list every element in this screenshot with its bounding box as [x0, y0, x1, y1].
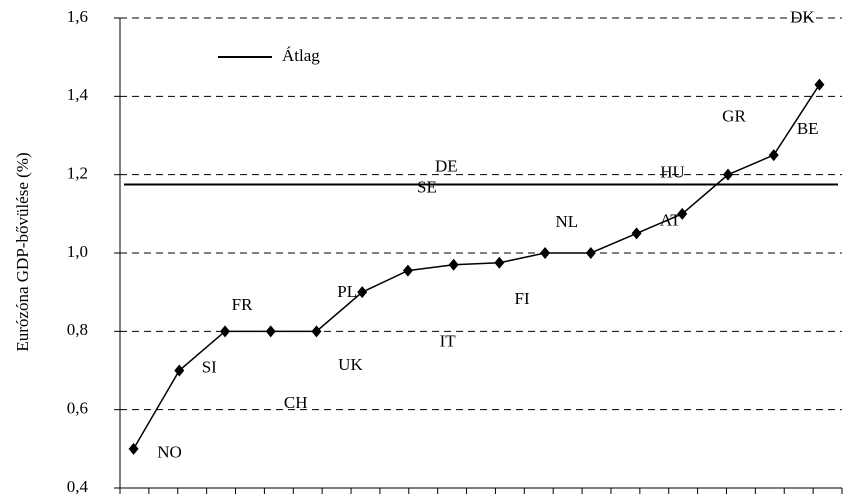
- marker: [265, 325, 276, 338]
- y-tick-label: 1,2: [67, 164, 88, 183]
- point-label: NL: [555, 212, 578, 231]
- marker: [494, 256, 505, 269]
- legend-label: Átlag: [282, 46, 320, 65]
- marker: [814, 78, 825, 91]
- point-label: SI: [202, 357, 217, 376]
- marker: [220, 325, 231, 338]
- point-label: AT: [660, 211, 681, 230]
- marker: [357, 286, 368, 299]
- point-label: IT: [440, 332, 457, 351]
- marker: [722, 168, 733, 181]
- marker: [402, 264, 413, 277]
- marker: [677, 207, 688, 220]
- point-label: DE: [435, 157, 458, 176]
- marker: [311, 325, 322, 338]
- y-tick-label: 1,4: [67, 85, 89, 104]
- point-label: BE: [797, 119, 819, 138]
- y-tick-label: 1,6: [67, 7, 88, 26]
- y-tick-label: 0,8: [67, 320, 88, 339]
- point-label: FI: [515, 289, 530, 308]
- point-label: HU: [660, 162, 685, 181]
- point-label: FR: [232, 295, 253, 314]
- point-label: PL: [337, 282, 357, 301]
- marker: [585, 247, 596, 259]
- point-label: SE: [417, 178, 437, 197]
- point-label: CH: [284, 393, 308, 412]
- y-axis-title: Eurózóna GDP-bővülése (%): [13, 152, 32, 351]
- point-label: UK: [338, 355, 363, 374]
- point-label: GR: [722, 107, 746, 126]
- data-line: [132, 84, 821, 450]
- marker: [631, 227, 642, 240]
- marker: [540, 247, 551, 259]
- marker: [448, 258, 459, 271]
- y-tick-label: 1,0: [67, 242, 88, 261]
- y-tick-label: 0,6: [67, 399, 88, 418]
- point-label: NO: [157, 443, 182, 462]
- point-label: DK: [790, 7, 815, 26]
- marker: [768, 149, 779, 162]
- y-tick-label: 0,4: [67, 477, 89, 496]
- marker: [128, 442, 139, 455]
- marker: [174, 364, 185, 377]
